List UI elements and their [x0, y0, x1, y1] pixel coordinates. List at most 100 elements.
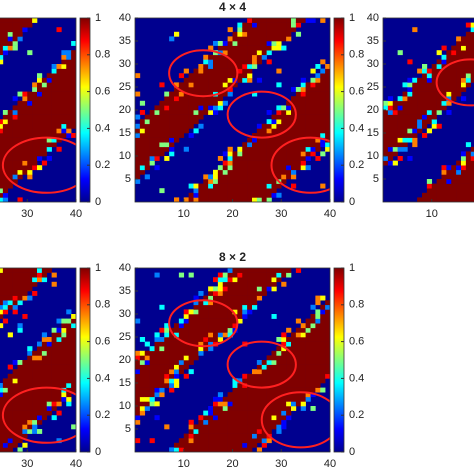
- heatmap-cell: [51, 96, 57, 102]
- heatmap-cell: [286, 272, 292, 278]
- heatmap-cell: [271, 272, 277, 278]
- heatmap-cell: [276, 355, 282, 361]
- heatmap-cell: [22, 100, 28, 106]
- heatmap-cell: [17, 156, 23, 161]
- heatmap-cell: [222, 41, 228, 46]
- heatmap-cell: [227, 447, 233, 452]
- heatmap-cell: [325, 309, 330, 315]
- heatmap-cell: [261, 373, 267, 379]
- heatmap-cell: [222, 169, 228, 175]
- heatmap-cell: [56, 146, 62, 152]
- heatmap-cell: [247, 277, 253, 283]
- heatmap-cell: [315, 387, 321, 393]
- heatmap-cell: [7, 364, 13, 370]
- y-tick-label: 20: [119, 104, 131, 116]
- heatmap-cell: [252, 31, 258, 37]
- heatmap-cell: [232, 433, 238, 439]
- heatmap-cell: [305, 137, 311, 143]
- heatmap-cell: [154, 346, 160, 352]
- heatmap-cell: [32, 146, 38, 152]
- heatmap-cell: [0, 18, 4, 23]
- heatmap-cell: [71, 77, 76, 83]
- heatmap-cell: [300, 337, 306, 342]
- heatmap-cell: [286, 346, 292, 352]
- heatmap-cell: [66, 364, 72, 370]
- heatmap-cell: [242, 309, 248, 315]
- heatmap-cell: [227, 429, 233, 434]
- heatmap-cell: [310, 364, 316, 370]
- heatmap-cell: [461, 174, 467, 180]
- heatmap-cell: [135, 91, 141, 97]
- heatmap-cell: [470, 31, 474, 37]
- heatmap-cell: [71, 133, 76, 138]
- heatmap-cell: [266, 415, 272, 421]
- heatmap-cell: [213, 54, 219, 60]
- heatmap-cell: [281, 110, 287, 115]
- heatmap-cell: [286, 350, 292, 356]
- heatmap-cell: [22, 151, 28, 157]
- heatmap-cell: [66, 332, 72, 338]
- heatmap-cell: [66, 383, 72, 388]
- heatmap-cell: [7, 419, 13, 425]
- heatmap-cell: [27, 424, 33, 430]
- heatmap-cell: [41, 378, 48, 384]
- heatmap-cell: [237, 410, 243, 416]
- heatmap-cell: [261, 165, 267, 171]
- highlight-circle: [168, 299, 239, 348]
- heatmap-cell: [198, 82, 204, 88]
- heatmap-cell: [12, 133, 18, 138]
- heatmap-cell: [286, 128, 292, 134]
- heatmap-cell: [66, 128, 72, 134]
- heatmap-cell: [397, 110, 403, 115]
- colorbar-label: 0.8: [349, 49, 364, 61]
- heatmap-cell: [71, 100, 76, 106]
- heatmap-cell: [222, 192, 228, 198]
- heatmap-cell: [144, 396, 150, 402]
- heatmap-cell: [305, 360, 311, 365]
- heatmap-cell: [198, 123, 204, 129]
- heatmap-cell: [310, 323, 316, 329]
- heatmap-cell: [227, 410, 233, 416]
- heatmap-cell: [0, 192, 4, 198]
- heatmap-cell: [2, 165, 9, 171]
- heatmap-cell: [286, 373, 292, 379]
- heatmap-cell: [446, 96, 452, 102]
- heatmap-cell: [320, 341, 326, 347]
- colorbar-label: 0.6: [95, 336, 110, 348]
- heatmap-cell: [7, 45, 13, 51]
- heatmap-cell: [213, 447, 219, 452]
- heatmap-cell: [441, 169, 447, 175]
- heatmap-cell: [193, 304, 199, 310]
- heatmap-cell: [193, 110, 199, 115]
- heatmap-cell: [164, 378, 170, 384]
- heatmap-cell: [213, 442, 219, 448]
- heatmap-cell: [247, 183, 253, 189]
- x-tick-label: 30: [21, 458, 33, 470]
- heatmap-cell: [17, 286, 23, 292]
- heatmap-cell: [407, 123, 413, 129]
- heatmap-cell: [295, 346, 302, 352]
- heatmap-cell: [198, 332, 204, 338]
- heatmap-cell: [417, 119, 423, 125]
- heatmap-cell: [174, 378, 180, 384]
- heatmap-cell: [66, 318, 72, 324]
- heatmap-cell: [193, 327, 199, 333]
- heatmap-cell: [271, 373, 277, 379]
- heatmap-cell: [227, 291, 233, 296]
- heatmap-cell: [247, 429, 253, 434]
- heatmap-cell: [174, 105, 180, 111]
- y-tick-label: 35: [119, 35, 131, 47]
- heatmap-cell: [154, 110, 160, 115]
- heatmap-cell: [422, 110, 428, 115]
- heatmap-cell: [470, 68, 474, 74]
- heatmap-cell: [139, 156, 146, 161]
- heatmap-cell: [193, 300, 199, 306]
- heatmap-cell: [300, 77, 306, 83]
- heatmap-cell: [37, 128, 43, 134]
- heatmap-cell: [237, 272, 243, 278]
- heatmap-cell: [0, 300, 4, 306]
- heatmap-cell: [422, 82, 428, 88]
- heatmap-cell: [417, 96, 423, 102]
- heatmap-cell: [222, 304, 228, 310]
